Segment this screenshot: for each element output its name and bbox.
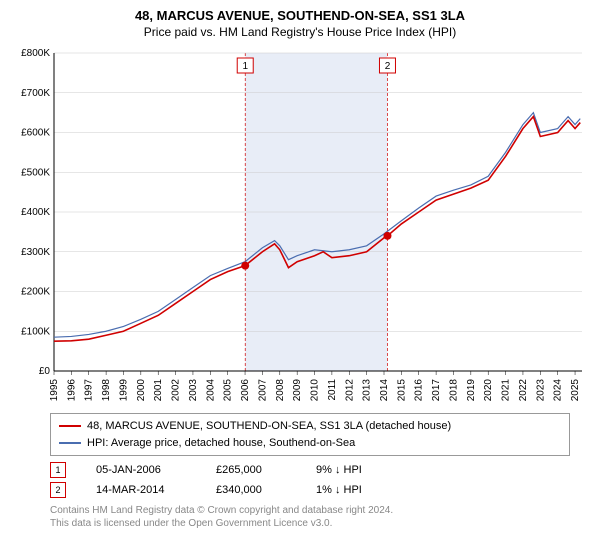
sale-diff: 9% ↓ HPI	[316, 464, 396, 476]
sale-row: 1 05-JAN-2006 £265,000 9% ↓ HPI	[50, 460, 570, 480]
svg-text:£500K: £500K	[21, 167, 50, 178]
svg-text:2010: 2010	[310, 379, 321, 402]
footer-line-2: This data is licensed under the Open Gov…	[50, 517, 570, 530]
svg-text:2022: 2022	[518, 379, 529, 402]
svg-text:£700K: £700K	[21, 88, 50, 99]
svg-text:2025: 2025	[570, 379, 581, 402]
legend-item: 48, MARCUS AVENUE, SOUTHEND-ON-SEA, SS1 …	[59, 418, 561, 435]
chart-title: 48, MARCUS AVENUE, SOUTHEND-ON-SEA, SS1 …	[10, 8, 590, 23]
svg-text:2018: 2018	[448, 379, 459, 402]
svg-text:£100K: £100K	[21, 326, 50, 337]
svg-text:2: 2	[385, 61, 391, 72]
chart-subtitle: Price paid vs. HM Land Registry's House …	[10, 25, 590, 39]
legend-swatch	[59, 442, 81, 444]
svg-text:2021: 2021	[501, 379, 512, 402]
svg-text:2016: 2016	[414, 379, 425, 402]
svg-text:2019: 2019	[466, 379, 477, 402]
svg-text:1998: 1998	[101, 379, 112, 402]
legend-label: HPI: Average price, detached house, Sout…	[87, 435, 355, 452]
footer-line-1: Contains HM Land Registry data © Crown c…	[50, 504, 570, 517]
svg-text:£600K: £600K	[21, 128, 50, 139]
svg-text:1996: 1996	[66, 379, 77, 402]
footer-attribution: Contains HM Land Registry data © Crown c…	[50, 504, 570, 530]
svg-text:1: 1	[242, 61, 248, 72]
svg-text:2013: 2013	[362, 379, 373, 402]
sale-row: 2 14-MAR-2014 £340,000 1% ↓ HPI	[50, 480, 570, 500]
svg-text:2005: 2005	[223, 379, 234, 402]
svg-text:£0: £0	[39, 366, 51, 377]
svg-text:2023: 2023	[535, 379, 546, 402]
svg-text:1995: 1995	[49, 379, 60, 402]
svg-text:2009: 2009	[292, 379, 303, 402]
sale-diff: 1% ↓ HPI	[316, 484, 396, 496]
sale-marker: 2	[50, 482, 66, 498]
svg-text:2006: 2006	[240, 379, 251, 402]
svg-text:2020: 2020	[483, 379, 494, 402]
svg-text:2011: 2011	[327, 379, 338, 401]
svg-text:1999: 1999	[118, 379, 129, 402]
svg-text:2001: 2001	[153, 379, 164, 402]
sale-price: £265,000	[216, 464, 286, 476]
chart-area: £0 £100K £200K £300K £400K £500K £600K £700K £80…	[10, 47, 590, 407]
svg-text:2007: 2007	[257, 379, 268, 402]
line-chart-svg: £0 £100K £200K £300K £400K £500K £600K £700K £80…	[10, 47, 590, 407]
svg-text:£800K: £800K	[21, 48, 50, 59]
sale-marker: 1	[50, 462, 66, 478]
svg-text:2004: 2004	[205, 379, 216, 402]
sale-date: 14-MAR-2014	[96, 484, 186, 496]
svg-text:2024: 2024	[553, 379, 564, 402]
legend-box: 48, MARCUS AVENUE, SOUTHEND-ON-SEA, SS1 …	[50, 413, 570, 456]
svg-text:2002: 2002	[171, 379, 182, 402]
svg-text:£400K: £400K	[21, 207, 50, 218]
svg-text:2015: 2015	[396, 379, 407, 402]
svg-text:2000: 2000	[136, 379, 147, 402]
legend-label: 48, MARCUS AVENUE, SOUTHEND-ON-SEA, SS1 …	[87, 418, 451, 435]
svg-text:2003: 2003	[188, 379, 199, 402]
svg-text:£200K: £200K	[21, 287, 50, 298]
svg-text:1997: 1997	[84, 379, 95, 402]
sales-table: 1 05-JAN-2006 £265,000 9% ↓ HPI 2 14-MAR-2014…	[50, 460, 570, 500]
svg-text:£300K: £300K	[21, 247, 50, 258]
sale-date: 05-JAN-2006	[96, 464, 186, 476]
svg-text:2012: 2012	[344, 379, 355, 402]
svg-text:2017: 2017	[431, 379, 442, 402]
svg-text:2008: 2008	[275, 379, 286, 402]
sale-price: £340,000	[216, 484, 286, 496]
legend-swatch	[59, 425, 81, 427]
legend-item: HPI: Average price, detached house, Sout…	[59, 435, 561, 452]
svg-text:2014: 2014	[379, 379, 390, 402]
